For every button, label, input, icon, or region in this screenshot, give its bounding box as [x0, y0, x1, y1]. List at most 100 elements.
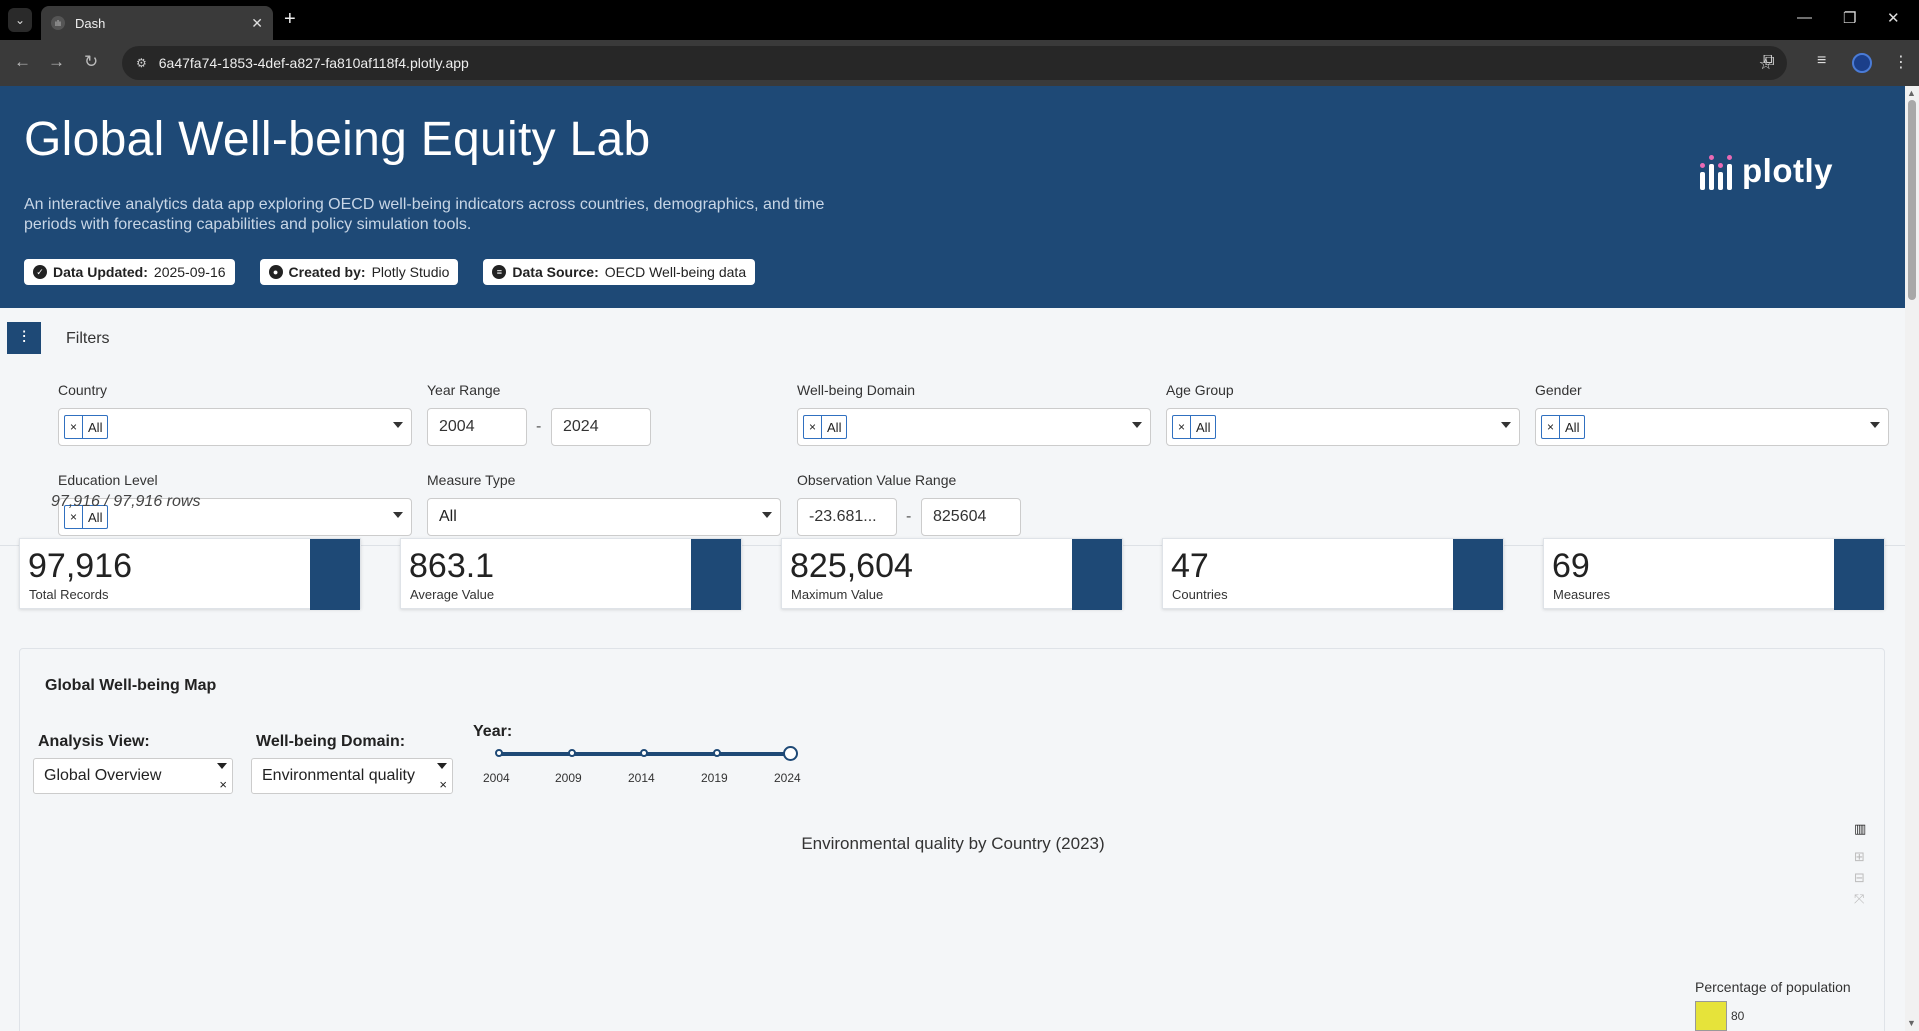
- kpi-value: 97,916: [28, 547, 132, 585]
- back-icon[interactable]: ←: [14, 52, 31, 71]
- address-bar-row: ← → ↻ ⚙ 6a47fa74-1853-4def-a827-fa810af1…: [0, 40, 1919, 86]
- country-dropdown[interactable]: × All: [58, 408, 412, 446]
- age-group-dropdown[interactable]: × All: [1166, 408, 1520, 446]
- country-chip: × All: [64, 415, 109, 439]
- zoom-out-icon[interactable]: ⊟: [1854, 870, 1865, 885]
- clear-icon[interactable]: ×: [439, 777, 447, 792]
- reload-icon[interactable]: ↻: [84, 52, 99, 71]
- tab-close-icon[interactable]: ✕: [251, 14, 263, 31]
- badge-label: Data Source:: [512, 264, 599, 280]
- education-chip: × All: [64, 505, 109, 529]
- slider-mark[interactable]: [640, 749, 648, 757]
- extensions-icon[interactable]: ⧉: [1763, 52, 1775, 69]
- media-controls-icon[interactable]: ≡: [1817, 52, 1827, 69]
- caret-down-icon[interactable]: [393, 512, 403, 518]
- url-text: 6a47fa74-1853-4def-a827-fa810af118f4.plo…: [158, 55, 469, 71]
- restore-icon[interactable]: ❐: [1843, 10, 1857, 27]
- page-scrollbar[interactable]: ▲ ▼: [1905, 86, 1919, 1031]
- kpi-label: Measures: [1553, 587, 1611, 602]
- caret-down-icon[interactable]: [393, 422, 403, 428]
- chip-value: All: [88, 419, 103, 435]
- page-viewport: Global Well-being Equity Lab An interact…: [0, 86, 1905, 1031]
- tab-search-button[interactable]: ⌄: [8, 8, 32, 32]
- measure-type-dropdown[interactable]: All: [427, 498, 781, 536]
- browser-tab-bar: ⌄ ılı Dash ✕ + — ❐ ✕: [0, 0, 1919, 40]
- map-card-title: Global Well-being Map: [45, 677, 217, 694]
- kpi-label: Countries: [1172, 587, 1228, 602]
- range-separator: -: [906, 508, 912, 525]
- domain-dropdown[interactable]: × All: [797, 408, 1151, 446]
- url-field[interactable]: ⚙ 6a47fa74-1853-4def-a827-fa810af118f4.p…: [122, 46, 1787, 80]
- gender-dropdown[interactable]: × All: [1535, 408, 1889, 446]
- scroll-up-icon[interactable]: ▲: [1907, 88, 1916, 98]
- more-menu-icon[interactable]: ⋮: [1893, 54, 1909, 71]
- chip-value: All: [1565, 419, 1580, 435]
- zoom-in-icon[interactable]: ⊞: [1854, 849, 1865, 864]
- chip-remove-icon[interactable]: ×: [65, 416, 84, 438]
- filters-toggle-button[interactable]: ⫶: [7, 322, 41, 354]
- caret-down-icon[interactable]: [762, 512, 772, 518]
- analysis-view-dropdown[interactable]: Global Overview ×: [33, 758, 233, 794]
- year-to-input[interactable]: 2024: [551, 408, 651, 446]
- caret-down-icon[interactable]: [1501, 422, 1511, 428]
- profile-avatar[interactable]: [1852, 53, 1872, 73]
- chevron-down-icon: ⌄: [14, 13, 26, 27]
- close-window-icon[interactable]: ✕: [1887, 10, 1900, 27]
- header-badges: ✓ Data Updated: 2025-09-16 ● Created by:…: [24, 259, 756, 285]
- year-tick: 2024: [774, 771, 801, 785]
- measure-type-value: All: [439, 508, 457, 525]
- caret-down-icon[interactable]: [1132, 422, 1142, 428]
- badge-data-updated: ✓ Data Updated: 2025-09-16: [24, 259, 235, 285]
- year-from-input[interactable]: 2004: [427, 408, 527, 446]
- education-dropdown[interactable]: × All: [58, 498, 412, 536]
- year-slider[interactable]: [495, 746, 798, 761]
- obs-to-input[interactable]: 825604: [921, 498, 1021, 536]
- map-domain-label: Well-being Domain:: [256, 733, 406, 750]
- scroll-down-icon[interactable]: ▼: [1907, 1018, 1916, 1028]
- slider-mark[interactable]: [495, 749, 503, 757]
- kpi-label: Average Value: [410, 587, 495, 602]
- chip-remove-icon[interactable]: ×: [1542, 416, 1561, 438]
- caret-down-icon[interactable]: [217, 763, 227, 769]
- new-tab-icon[interactable]: +: [284, 8, 296, 30]
- kpi-maximum-value: 825,604 Maximum Value: [781, 538, 1123, 610]
- plotly-logo-icon[interactable]: ▥: [1854, 821, 1867, 836]
- chip-value: All: [1196, 419, 1211, 435]
- reset-view-icon[interactable]: ⤧: [1854, 891, 1865, 906]
- domain-label: Well-being Domain: [797, 382, 916, 398]
- kpi-accent-bar: [310, 539, 360, 610]
- slider-mark[interactable]: [713, 749, 721, 757]
- kpi-label: Total Records: [29, 587, 109, 602]
- caret-down-icon[interactable]: [437, 763, 447, 769]
- kpi-accent-bar: [1072, 539, 1122, 610]
- scroll-thumb[interactable]: [1908, 100, 1916, 300]
- year-tick: 2014: [628, 771, 655, 785]
- kpi-accent-bar: [691, 539, 741, 610]
- chip-remove-icon[interactable]: ×: [65, 506, 84, 528]
- slider-mark[interactable]: [568, 749, 576, 757]
- browser-tab[interactable]: ılı Dash ✕: [41, 6, 273, 40]
- measure-type-label: Measure Type: [427, 472, 516, 488]
- badge-label: Created by:: [288, 264, 366, 280]
- slider-handle[interactable]: [783, 746, 798, 761]
- site-info-icon[interactable]: ⚙: [136, 56, 147, 70]
- country-label: Country: [58, 382, 108, 398]
- minimize-icon[interactable]: —: [1797, 9, 1812, 26]
- map-domain-dropdown[interactable]: Environmental quality ×: [251, 758, 453, 794]
- badge-created-by: ● Created by: Plotly Studio: [259, 259, 459, 285]
- forward-icon[interactable]: →: [48, 52, 65, 71]
- legend-title: Percentage of population: [1695, 979, 1851, 995]
- caret-down-icon[interactable]: [1870, 422, 1880, 428]
- kpi-value: 47: [1171, 547, 1209, 585]
- chip-remove-icon[interactable]: ×: [1173, 416, 1192, 438]
- badge-value: OECD Well-being data: [604, 264, 747, 280]
- clear-icon[interactable]: ×: [219, 777, 227, 792]
- analysis-view-value: Global Overview: [44, 767, 162, 784]
- obs-from-input[interactable]: -23.681...: [797, 498, 897, 536]
- kpi-countries: 47 Countries: [1162, 538, 1504, 610]
- chip-remove-icon[interactable]: ×: [804, 416, 823, 438]
- map-card: Global Well-being Map Analysis View: Glo…: [19, 648, 1885, 1031]
- bookmark-star-icon[interactable]: ☆: [1758, 56, 1773, 73]
- domain-chip: × All: [803, 415, 848, 439]
- check-circle-icon: ✓: [33, 265, 47, 279]
